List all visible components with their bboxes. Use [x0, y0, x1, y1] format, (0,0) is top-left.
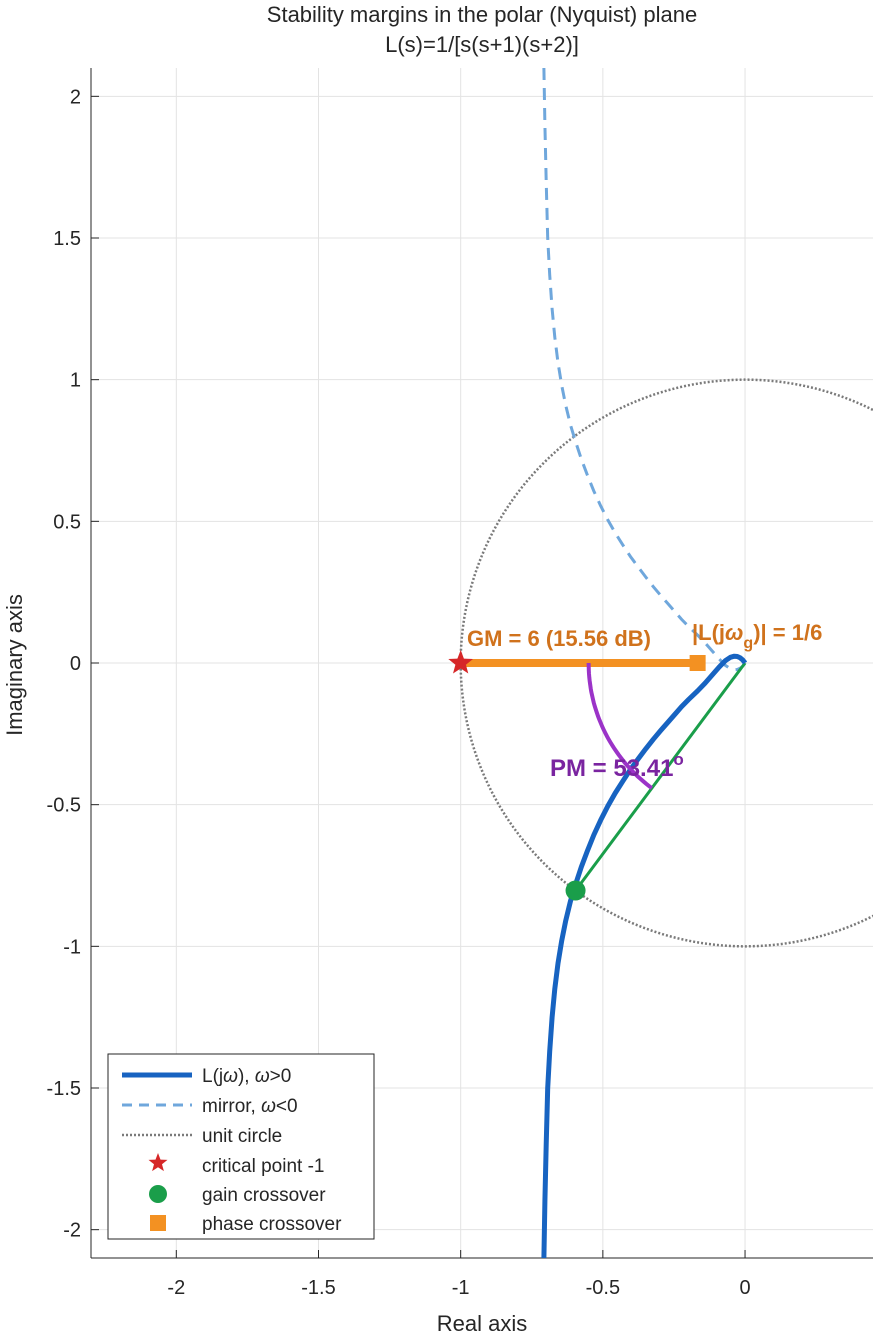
phase-margin-arc [586, 662, 654, 790]
legend-swatch-gain-crossover [149, 1185, 167, 1203]
chart-subtitle: L(s)=1/[s(s+1)(s+2)] [385, 32, 579, 57]
y-tick-label: 1 [70, 370, 81, 392]
y-axis-label: Imaginary axis [2, 594, 27, 736]
y-ticks: -2 -1.5 -1 -0.5 0 0.5 1 1.5 2 [47, 86, 99, 1242]
y-tick-label: 1.5 [53, 228, 81, 250]
unit-circle [459, 378, 873, 948]
legend-swatch-phase-crossover [150, 1215, 166, 1231]
x-tick-label: 0 [739, 1277, 750, 1299]
chart-title: Stability margins in the polar (Nyquist)… [267, 2, 697, 27]
legend-box [107, 1053, 375, 1240]
y-tick-label: -2 [63, 1220, 81, 1242]
pm-label: PM = 53.41 [550, 755, 673, 782]
y-tick-label: -1.5 [47, 1078, 81, 1100]
mirror-curve [542, 68, 747, 672]
x-tick-label: -0.5 [586, 1277, 620, 1299]
critical-point-marker [448, 650, 473, 674]
phase-label-suffix: )| = 1/6 [753, 620, 822, 645]
y-tick-label: -0.5 [47, 795, 81, 817]
legend-label-critical: critical point -1 [202, 1156, 325, 1177]
y-tick-label: 0.5 [53, 511, 81, 533]
x-tick-label: -2 [167, 1277, 185, 1299]
x-ticks: -2 -1.5 -1 -0.5 0 [167, 1250, 751, 1299]
pm-superscript: o [673, 750, 683, 769]
phase-label-omega: ω [725, 620, 743, 645]
legend-label-unit-circle: unit circle [202, 1126, 282, 1147]
gm-annotation: GM = 6 (15.56 dB) [467, 626, 651, 651]
x-tick-label: -1 [452, 1277, 470, 1299]
y-tick-label: -1 [63, 936, 81, 958]
legend-swatch-critical-star [148, 1153, 168, 1172]
legend-label-gain-crossover: gain crossover [202, 1185, 326, 1206]
gain-crossover-marker [565, 880, 586, 901]
x-tick-label: -1.5 [301, 1277, 335, 1299]
phase-label-sub: g [743, 635, 753, 652]
nyquist-curve [541, 653, 748, 1258]
y-tick-label: 2 [70, 86, 81, 108]
plot-content [448, 68, 873, 1258]
legend-label-nyquist: L(jω), ω>0 [202, 1066, 291, 1087]
phase-label-prefix: |L(j [692, 620, 725, 645]
x-axis-label: Real axis [437, 1311, 527, 1335]
legend-label-phase-crossover: phase crossover [202, 1214, 342, 1235]
legend-label-mirror: mirror, ω<0 [202, 1096, 298, 1117]
plot-series-group [459, 68, 873, 1258]
gain-crossover-ray [574, 662, 747, 892]
phase-crossover-annotation: |L(jωg)| = 1/6 [692, 620, 822, 652]
y-tick-label: 0 [70, 653, 81, 675]
legend: L(jω), ω>0 mirror, ω<0 unit circle criti… [107, 1053, 375, 1240]
phase-crossover-marker [689, 655, 706, 671]
pm-annotation: PM = 53.41o [550, 750, 684, 782]
